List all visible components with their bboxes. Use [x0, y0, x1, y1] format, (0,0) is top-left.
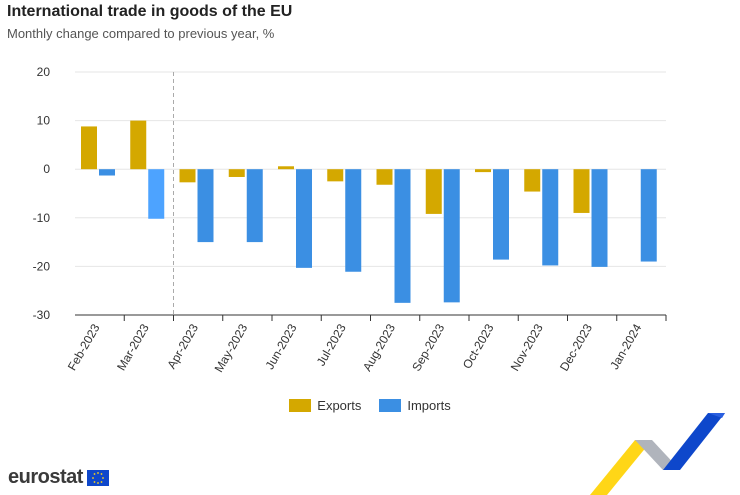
- bar-exports[interactable]: [327, 169, 344, 182]
- chart-subtitle: Monthly change compared to previous year…: [7, 26, 275, 41]
- x-tick-label: May-2023: [212, 321, 251, 374]
- x-tick-label: Jan-2024: [607, 321, 644, 372]
- y-tick-label: -20: [33, 259, 51, 273]
- x-tick-label: Dec-2023: [557, 321, 595, 373]
- legend: Exports Imports: [0, 398, 740, 413]
- bars: [81, 120, 657, 303]
- x-tick-label: Mar-2023: [114, 321, 152, 373]
- bar-exports[interactable]: [130, 120, 147, 170]
- x-tick-label: Oct-2023: [460, 321, 497, 371]
- y-tick-label: 0: [43, 162, 50, 176]
- chart-title: International trade in goods of the EU: [7, 3, 293, 20]
- legend-label-imports: Imports: [407, 398, 451, 413]
- eu-flag-icon: [86, 469, 109, 486]
- bar-exports[interactable]: [179, 169, 196, 183]
- eurostat-logo: eurostat: [8, 466, 109, 489]
- bar-imports[interactable]: [197, 169, 214, 243]
- exports-swatch: [289, 399, 312, 412]
- bar-imports[interactable]: [591, 169, 608, 267]
- x-tick-label: Sep-2023: [409, 321, 447, 373]
- bar-exports[interactable]: [81, 126, 97, 170]
- x-tick-label: Nov-2023: [508, 321, 546, 373]
- bar-exports[interactable]: [475, 169, 491, 173]
- decorative-chevron-graphic: [590, 413, 725, 495]
- bar-imports[interactable]: [148, 169, 165, 219]
- bar-imports[interactable]: [443, 169, 460, 303]
- bar-exports[interactable]: [376, 169, 393, 185]
- bar-imports[interactable]: [493, 169, 509, 260]
- bar-exports[interactable]: [425, 169, 442, 214]
- x-tick-label: Jul-2023: [314, 321, 349, 368]
- y-tick-label: 10: [37, 114, 51, 128]
- imports-swatch: [379, 399, 402, 412]
- bar-imports[interactable]: [345, 169, 362, 272]
- bar-imports[interactable]: [99, 169, 115, 176]
- x-axis: Feb-2023 Mar-2023 Apr-2023 May-2023 Jun-2023…: [65, 314, 667, 375]
- bar-imports[interactable]: [246, 169, 263, 243]
- bar-imports[interactable]: [394, 169, 411, 303]
- legend-item-exports[interactable]: Exports: [289, 398, 361, 413]
- y-axis: 20 10 0 -10 -20 -30: [33, 65, 51, 322]
- x-tick-label: Apr-2023: [164, 321, 201, 371]
- bar-exports[interactable]: [524, 169, 541, 192]
- x-tick-label: Jun-2023: [262, 321, 299, 372]
- bar-imports[interactable]: [542, 169, 559, 266]
- y-tick-label: -30: [33, 308, 51, 322]
- bar-imports[interactable]: [640, 169, 657, 262]
- y-tick-label: -10: [33, 211, 51, 225]
- bar-exports[interactable]: [278, 166, 294, 170]
- legend-item-imports[interactable]: Imports: [379, 398, 451, 413]
- bar-exports[interactable]: [573, 169, 590, 213]
- bar-chart: 20 10 0 -10 -20 -30 Feb-2023 Mar-2023 Apr-2023 M…: [33, 65, 667, 375]
- x-tick-label: Feb-2023: [65, 321, 103, 373]
- bar-exports[interactable]: [228, 169, 245, 177]
- legend-label-exports: Exports: [317, 398, 362, 413]
- bar-imports[interactable]: [296, 169, 312, 268]
- logo-text: eurostat: [8, 466, 83, 488]
- x-tick-label: Aug-2023: [360, 321, 398, 373]
- y-tick-label: 20: [37, 65, 51, 79]
